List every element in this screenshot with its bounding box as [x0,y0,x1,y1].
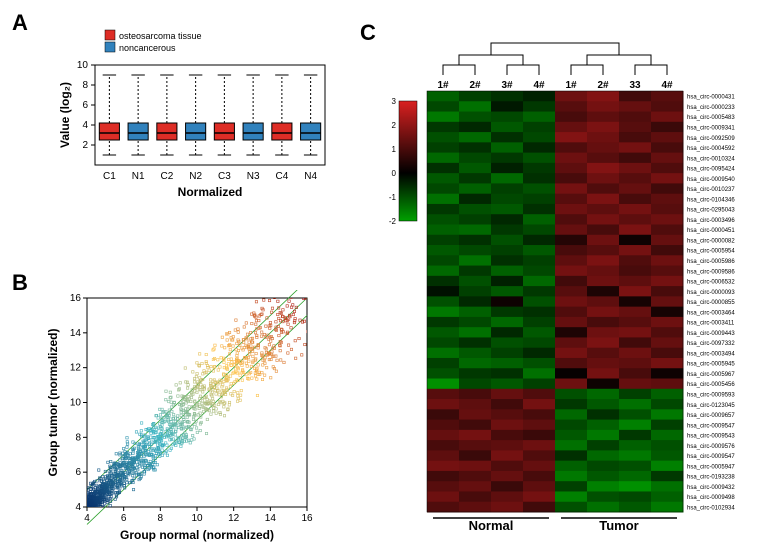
svg-text:hsa_circ-0006532: hsa_circ-0006532 [687,280,735,286]
svg-text:hsa_circ-0000093: hsa_circ-0000093 [687,290,735,296]
svg-text:12: 12 [70,363,82,374]
svg-text:hsa_circ-0005954: hsa_circ-0005954 [687,249,735,255]
svg-text:Group tumor (normalized): Group tumor (normalized) [46,329,60,477]
svg-text:0: 0 [392,169,397,178]
svg-text:1#: 1# [437,80,449,91]
svg-text:C4: C4 [275,171,288,182]
panel-a-label: A [12,10,28,36]
svg-text:4: 4 [75,502,81,513]
svg-text:Normal: Normal [469,518,514,533]
svg-text:-1: -1 [389,193,397,202]
svg-text:1#: 1# [565,80,577,91]
svg-text:hsa_circ-0009547: hsa_circ-0009547 [687,423,735,429]
svg-text:hsa_circ-0092509: hsa_circ-0092509 [687,136,735,142]
svg-text:hsa_circ-0009593: hsa_circ-0009593 [687,392,735,398]
svg-text:hsa_circ-0009443: hsa_circ-0009443 [687,331,735,337]
svg-text:C1: C1 [103,171,116,182]
svg-text:hsa_circ-0005986: hsa_circ-0005986 [687,259,735,265]
svg-text:hsa_circ-0005967: hsa_circ-0005967 [687,372,735,378]
svg-text:8: 8 [82,80,88,91]
svg-text:6: 6 [121,513,127,524]
panel-b-label: B [12,270,28,296]
svg-text:Normalized: Normalized [178,185,243,199]
svg-text:hsa_circ-0009543: hsa_circ-0009543 [687,434,735,440]
svg-text:hsa_circ-0009432: hsa_circ-0009432 [687,485,735,491]
svg-text:1: 1 [392,145,397,154]
svg-text:10: 10 [191,513,203,524]
svg-text:hsa_circ-0097332: hsa_circ-0097332 [687,341,735,347]
svg-text:hsa_circ-0003411: hsa_circ-0003411 [687,321,735,327]
svg-text:hsa_circ-0009547: hsa_circ-0009547 [687,454,735,460]
svg-text:4#: 4# [661,80,673,91]
svg-text:hsa_circ-0000431: hsa_circ-0000431 [687,95,735,101]
svg-text:16: 16 [70,293,82,304]
svg-text:hsa_circ-0000855: hsa_circ-0000855 [687,300,735,306]
svg-text:noncancerous: noncancerous [119,43,176,53]
svg-text:hsa_circ-0010324: hsa_circ-0010324 [687,156,735,162]
svg-text:14: 14 [265,513,277,524]
svg-text:10: 10 [77,60,89,71]
svg-text:10: 10 [70,398,82,409]
svg-text:hsa_circ-0009576: hsa_circ-0009576 [687,444,735,450]
svg-text:hsa_circ-0004592: hsa_circ-0004592 [687,146,735,152]
svg-text:4: 4 [82,120,88,131]
svg-text:hsa_circ-0009498: hsa_circ-0009498 [687,495,735,501]
svg-text:2: 2 [82,140,88,151]
svg-text:6: 6 [82,100,88,111]
scatter-chart: 4681012141646810121416Group tumor (norma… [45,290,315,545]
svg-text:hsa_circ-0295043: hsa_circ-0295043 [687,208,735,214]
svg-text:hsa_circ-0102934: hsa_circ-0102934 [687,505,735,511]
svg-text:6: 6 [75,467,81,478]
svg-text:3#: 3# [501,80,513,91]
svg-text:hsa_circ-0104346: hsa_circ-0104346 [687,197,735,203]
svg-text:N3: N3 [247,171,260,182]
svg-text:hsa_circ-0003496: hsa_circ-0003496 [687,218,735,224]
svg-text:hsa_circ-0009586: hsa_circ-0009586 [687,269,735,275]
svg-text:hsa_circ-0095424: hsa_circ-0095424 [687,167,735,173]
svg-text:hsa_circ-0005947: hsa_circ-0005947 [687,464,735,470]
svg-text:2: 2 [392,121,397,130]
svg-text:N2: N2 [189,171,202,182]
svg-text:hsa_circ-0000451: hsa_circ-0000451 [687,228,735,234]
svg-text:4#: 4# [533,80,545,91]
panel-c-label: C [360,20,376,46]
heatmap-chart: -2 -1 0 1 2 3 1# 2# 3# 4# 1# 2# 33 4# hsa_circ-0000431… [385,35,765,540]
svg-text:Value (log₂): Value (log₂) [58,82,72,148]
svg-text:hsa_circ-0193238: hsa_circ-0193238 [687,475,735,481]
svg-text:hsa_circ-0123045: hsa_circ-0123045 [687,403,735,409]
svg-text:-2: -2 [389,217,397,226]
svg-text:N1: N1 [132,171,145,182]
svg-text:hsa_circ-0000233: hsa_circ-0000233 [687,105,735,111]
svg-text:8: 8 [158,513,164,524]
svg-text:hsa_circ-0009657: hsa_circ-0009657 [687,413,735,419]
svg-text:hsa_circ-0009540: hsa_circ-0009540 [687,177,735,183]
svg-text:hsa_circ-0005483: hsa_circ-0005483 [687,115,735,121]
svg-text:hsa_circ-0003494: hsa_circ-0003494 [687,351,735,357]
svg-text:hsa_circ-0005945: hsa_circ-0005945 [687,362,735,368]
svg-text:Group normal (normalized): Group normal (normalized) [120,528,274,542]
svg-text:C3: C3 [218,171,231,182]
svg-text:14: 14 [70,328,82,339]
svg-text:hsa_circ-0010237: hsa_circ-0010237 [687,187,735,193]
svg-text:33: 33 [629,80,641,91]
svg-text:8: 8 [75,432,81,443]
svg-text:2#: 2# [469,80,481,91]
svg-text:osteosarcoma tissue: osteosarcoma tissue [119,31,202,41]
svg-text:2#: 2# [597,80,609,91]
svg-text:hsa_circ-0005456: hsa_circ-0005456 [687,382,735,388]
svg-text:12: 12 [228,513,240,524]
svg-text:3: 3 [392,97,397,106]
svg-text:Tumor: Tumor [599,518,638,533]
svg-text:16: 16 [301,513,313,524]
svg-text:hsa_circ-0009341: hsa_circ-0009341 [687,126,735,132]
svg-text:hsa_circ-0003464: hsa_circ-0003464 [687,310,735,316]
svg-text:N4: N4 [304,171,317,182]
boxplot-chart: 2 4 6 8 10 C1 N1 C2 N2 C3 N3 C4 N4 osteosarcoma tissu… [55,25,330,200]
svg-text:C2: C2 [160,171,173,182]
svg-text:hsa_circ-0000082: hsa_circ-0000082 [687,238,735,244]
